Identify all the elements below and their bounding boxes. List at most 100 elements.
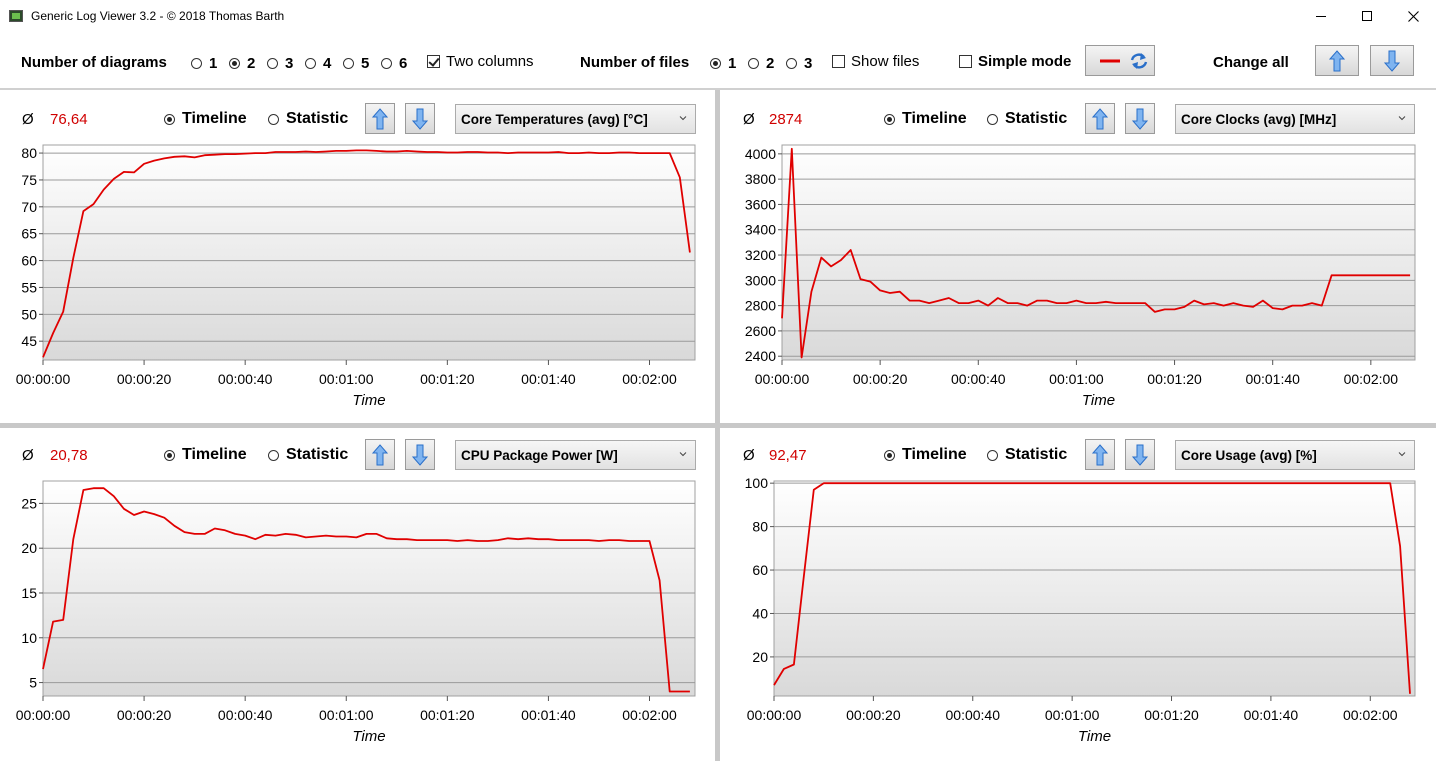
y-tick-label: 3600	[745, 196, 776, 212]
two-columns-checkbox[interactable]: Two columns	[427, 53, 534, 70]
sensor-select[interactable]: CPU Package Power [W]	[455, 440, 696, 470]
x-tick-label: 00:01:20	[1147, 371, 1202, 387]
radio-dot	[343, 58, 354, 69]
radio-dot	[381, 58, 392, 69]
change-all-up-button[interactable]	[1315, 45, 1359, 76]
series-line	[42, 487, 690, 693]
series-line	[781, 147, 1411, 359]
x-tick-label: 00:01:40	[521, 707, 576, 723]
x-tick-label: 00:01:20	[420, 371, 475, 387]
checkbox-box	[959, 55, 972, 68]
y-tick-label: 3800	[745, 171, 776, 187]
y-tick-label: 3200	[745, 247, 776, 263]
radio-dot	[710, 58, 721, 69]
statistic-radio[interactable]: Statistic	[987, 110, 1067, 128]
files-radio-3[interactable]: 3	[786, 55, 812, 72]
chart-core-clocks[interactable]: 2400 2600 2800 3000 3200 3400 3600 3800 4000 00:0…	[720, 140, 1436, 420]
diagrams-radio-2[interactable]: 2	[229, 55, 255, 72]
files-radio-1[interactable]: 1	[710, 55, 736, 72]
radio-dot	[884, 113, 895, 125]
row-splitter[interactable]	[0, 423, 1436, 428]
chevron-down-icon	[679, 452, 687, 457]
x-tick-label: 00:02:00	[622, 371, 677, 387]
chart-core-usage[interactable]: 20 40 60 80 100 00:00:00 00:00:20 00:00:40 00:01…	[720, 475, 1436, 758]
show-files-checkbox[interactable]: Show files	[832, 53, 919, 70]
statistic-radio[interactable]: Statistic	[268, 446, 348, 464]
change-all-down-button[interactable]	[1370, 45, 1414, 76]
sensor-up-button[interactable]	[1085, 439, 1115, 470]
average-value: 92,47	[769, 447, 807, 464]
maximize-icon	[1362, 11, 1372, 21]
y-tick-label: 5	[29, 675, 37, 691]
close-button[interactable]	[1390, 0, 1436, 32]
x-tick-label: 00:00:00	[16, 371, 71, 387]
diagrams-radio-5[interactable]: 5	[343, 55, 369, 72]
x-tick-label: 00:00:20	[853, 371, 908, 387]
arrow-up-icon	[371, 443, 389, 465]
y-tick-label: 65	[21, 226, 37, 242]
line-style-button[interactable]	[1085, 45, 1155, 76]
y-tick-label: 45	[21, 333, 37, 349]
sensor-up-button[interactable]	[1085, 103, 1115, 134]
x-tick-label: 00:01:20	[1144, 707, 1199, 723]
sensor-up-button[interactable]	[365, 439, 395, 470]
simple-mode-checkbox[interactable]: Simple mode	[959, 53, 1071, 70]
x-tick-label: 00:01:00	[319, 371, 374, 387]
number-of-diagrams-label: Number of diagrams	[21, 54, 167, 71]
plot-area	[781, 144, 1416, 361]
timeline-radio[interactable]: Timeline	[884, 446, 967, 464]
arrow-up-icon	[1328, 49, 1346, 71]
sensor-down-button[interactable]	[405, 439, 435, 470]
sensor-select[interactable]: Core Usage (avg) [%]	[1175, 440, 1415, 470]
diagrams-radio-3[interactable]: 3	[267, 55, 293, 72]
maximize-button[interactable]	[1344, 0, 1390, 32]
y-tick-label: 60	[21, 253, 37, 269]
files-radio-2[interactable]: 2	[748, 55, 774, 72]
arrow-up-icon	[1091, 107, 1109, 129]
y-tick-label: 20	[752, 649, 768, 665]
timeline-radio[interactable]: Timeline	[164, 446, 247, 464]
sensor-up-button[interactable]	[365, 103, 395, 134]
y-tick-label: 15	[21, 585, 37, 601]
x-tick-label: 00:00:20	[117, 707, 172, 723]
diagrams-radio-6[interactable]: 6	[381, 55, 407, 72]
minimize-button[interactable]	[1298, 0, 1344, 32]
chevron-down-icon	[1398, 452, 1406, 457]
x-axis-title: Time	[352, 728, 385, 745]
sensor-select[interactable]: Core Temperatures (avg) [°C]	[455, 104, 696, 134]
x-tick-label: 00:00:20	[846, 707, 901, 723]
x-tick-label: 00:00:00	[755, 371, 810, 387]
sensor-select[interactable]: Core Clocks (avg) [MHz]	[1175, 104, 1415, 134]
x-axis-title: Time	[1082, 392, 1115, 409]
y-tick-label: 4000	[745, 146, 776, 162]
y-tick-label: 25	[21, 495, 37, 511]
sensor-down-button[interactable]	[1125, 103, 1155, 134]
close-icon	[1407, 10, 1419, 22]
average-symbol: Ø	[743, 111, 755, 128]
x-axis-title: Time	[352, 392, 385, 409]
radio-dot	[786, 58, 797, 69]
diagrams-radio-1[interactable]: 1	[191, 55, 217, 72]
timeline-radio[interactable]: Timeline	[884, 110, 967, 128]
sensor-down-button[interactable]	[405, 103, 435, 134]
x-tick-label: 00:00:40	[218, 371, 273, 387]
x-tick-label: 00:02:00	[622, 707, 677, 723]
y-tick-label: 55	[21, 279, 37, 295]
timeline-radio[interactable]: Timeline	[164, 110, 247, 128]
y-tick-label: 80	[752, 519, 768, 535]
y-tick-label: 75	[21, 172, 37, 188]
chart-core-temperatures[interactable]: 45 50 55 60 65 70 75 80 00:00:00 00:00:20 00:00:40…	[0, 140, 715, 420]
average-value: 76,64	[50, 111, 88, 128]
arrow-down-icon	[1383, 50, 1401, 72]
y-tick-label: 2400	[745, 348, 776, 364]
diagrams-radio-4[interactable]: 4	[305, 55, 331, 72]
statistic-radio[interactable]: Statistic	[268, 110, 348, 128]
sensor-down-button[interactable]	[1125, 439, 1155, 470]
x-tick-label: 00:00:40	[946, 707, 1001, 723]
statistic-radio[interactable]: Statistic	[987, 446, 1067, 464]
x-tick-label: 00:01:40	[1244, 707, 1299, 723]
radio-dot	[191, 58, 202, 69]
chart-cpu-package-power[interactable]: 5 10 15 20 25 00:00:00 00:00:20 00:00:40 00:01:0…	[0, 476, 715, 758]
x-tick-label: 00:00:00	[16, 707, 71, 723]
arrow-down-icon	[411, 108, 429, 130]
